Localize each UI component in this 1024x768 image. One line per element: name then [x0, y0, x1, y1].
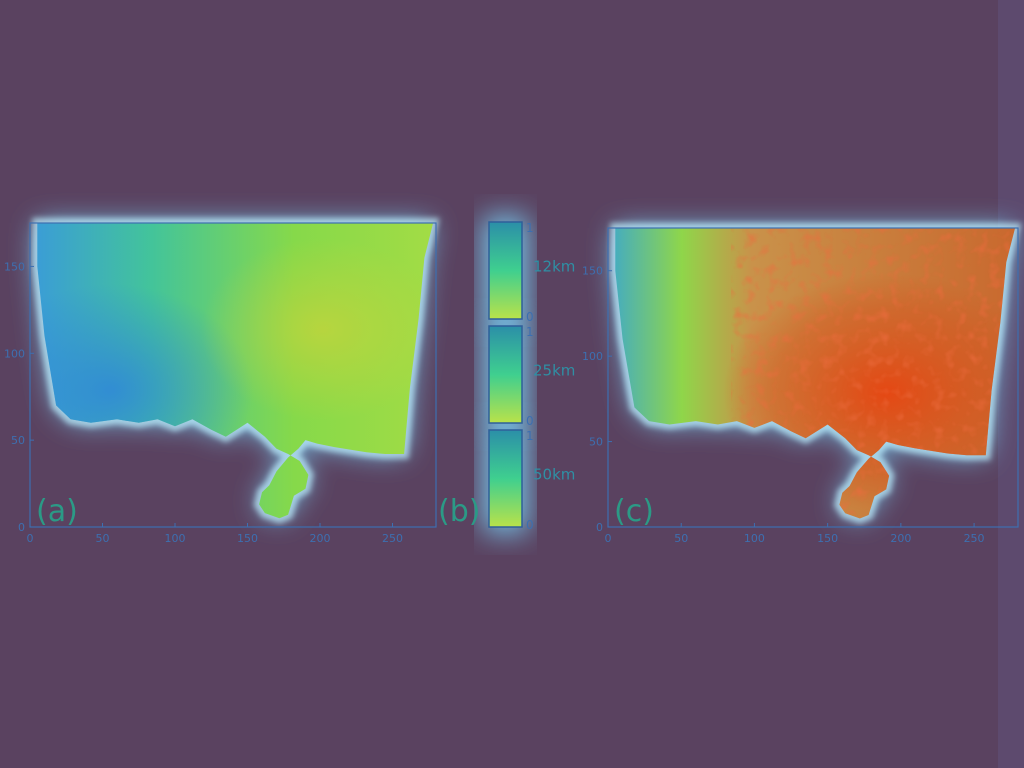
- y-tick-label: 50: [11, 434, 25, 447]
- right-edge-strip: [998, 0, 1024, 768]
- colorbar-12km: [488, 221, 523, 320]
- x-tick-label: 200: [310, 532, 331, 545]
- y-tick-label: 100: [4, 347, 25, 360]
- axes-frame-c: [607, 227, 1019, 528]
- panel-a: 0 50 100 150 200 250 0 50 100 150 (a): [4, 222, 437, 545]
- y-tick-label: 150: [4, 260, 25, 273]
- y-tick-label: 0: [18, 521, 25, 534]
- colorbar-title: 25km: [533, 362, 575, 380]
- x-tick-label: 50: [674, 532, 688, 545]
- x-tick-label: 100: [165, 532, 186, 545]
- colorbar-min-label: 0: [526, 414, 534, 428]
- x-tick-label: 0: [605, 532, 612, 545]
- y-tick-label: 100: [582, 350, 603, 363]
- y-tick-label: 0: [596, 521, 603, 534]
- map-fill-a: [37, 223, 434, 519]
- map-speckle-c: [731, 228, 1016, 519]
- x-tick-label: 150: [237, 532, 258, 545]
- colorbar-25km: [488, 325, 523, 424]
- panel-label: (a): [36, 494, 78, 529]
- colorbar-title: 12km: [533, 258, 575, 276]
- axes-frame-a: [29, 222, 437, 528]
- x-tick-label: 0: [27, 532, 34, 545]
- map-overlay-a-1: [37, 223, 434, 519]
- colorbar-50km: [488, 429, 523, 528]
- colorbar-max-label: 1: [526, 429, 534, 443]
- panel-label: (c): [614, 494, 654, 529]
- colorbar-max-label: 1: [526, 325, 534, 339]
- y-tick-label: 150: [582, 265, 603, 278]
- x-tick-label: 50: [96, 532, 110, 545]
- x-tick-label: 250: [964, 532, 985, 545]
- y-tick-label: 50: [589, 436, 603, 449]
- x-tick-label: 100: [744, 532, 765, 545]
- panel-c: 0 50 100 150 200 250 0 50 100 150 (c): [582, 227, 1019, 545]
- colorbar-max-label: 1: [526, 221, 534, 235]
- map-fill-c: [615, 228, 1016, 519]
- colorbar-title: 50km: [533, 466, 575, 484]
- colorbar-min-label: 0: [526, 518, 534, 532]
- x-tick-label: 250: [382, 532, 403, 545]
- x-tick-label: 150: [817, 532, 838, 545]
- x-tick-label: 200: [890, 532, 911, 545]
- colorbar-min-label: 0: [526, 310, 534, 324]
- panel-label: (b): [438, 494, 480, 529]
